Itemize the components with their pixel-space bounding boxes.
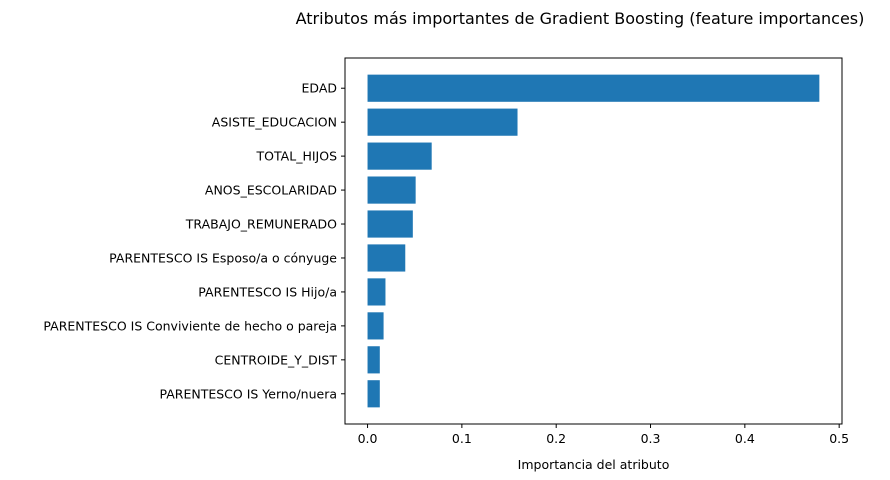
bar	[367, 74, 820, 102]
bar	[367, 210, 413, 238]
category-label: TOTAL_HIJOS	[256, 149, 338, 164]
bar	[367, 312, 384, 340]
bars-group	[367, 74, 820, 408]
x-axis-label: Importancia del atributo	[518, 457, 670, 472]
category-label: PARENTESCO IS Yerno/nuera	[159, 386, 337, 401]
bar	[367, 244, 406, 272]
x-tick-label: 0.0	[358, 431, 378, 446]
bar	[367, 108, 518, 136]
bar	[367, 142, 432, 170]
category-label: PARENTESCO IS Hijo/a	[198, 284, 337, 299]
bar	[367, 380, 380, 408]
category-label: CENTROIDE_Y_DIST	[215, 352, 338, 367]
category-label: TRABAJO_REMUNERADO	[185, 217, 337, 232]
chart-title: Atributos más importantes de Gradient Bo…	[296, 9, 865, 28]
category-label: ASISTE_EDUCACION	[212, 115, 337, 130]
x-tick-label: 0.4	[735, 431, 755, 446]
x-tick-label: 0.2	[546, 431, 566, 446]
x-axis-ticks: 0.0 0.1 0.2 0.3 0.4 0.5	[358, 424, 849, 446]
category-label: PARENTESCO IS Esposo/a o cónyuge	[109, 250, 337, 265]
bar	[367, 278, 386, 306]
category-labels: EDAD ASISTE_EDUCACION TOTAL_HIJOS ANOS_ESCO…	[43, 81, 345, 401]
x-tick-label: 0.5	[829, 431, 849, 446]
category-label: ANOS_ESCOLARIDAD	[205, 183, 337, 198]
bar	[367, 346, 380, 374]
bar	[367, 176, 416, 204]
plot-frame	[344, 57, 843, 425]
x-tick-label: 0.3	[641, 431, 661, 446]
x-tick-label: 0.1	[452, 431, 472, 446]
category-label: PARENTESCO IS Conviviente de hecho o par…	[43, 318, 337, 333]
category-label: EDAD	[302, 81, 337, 96]
